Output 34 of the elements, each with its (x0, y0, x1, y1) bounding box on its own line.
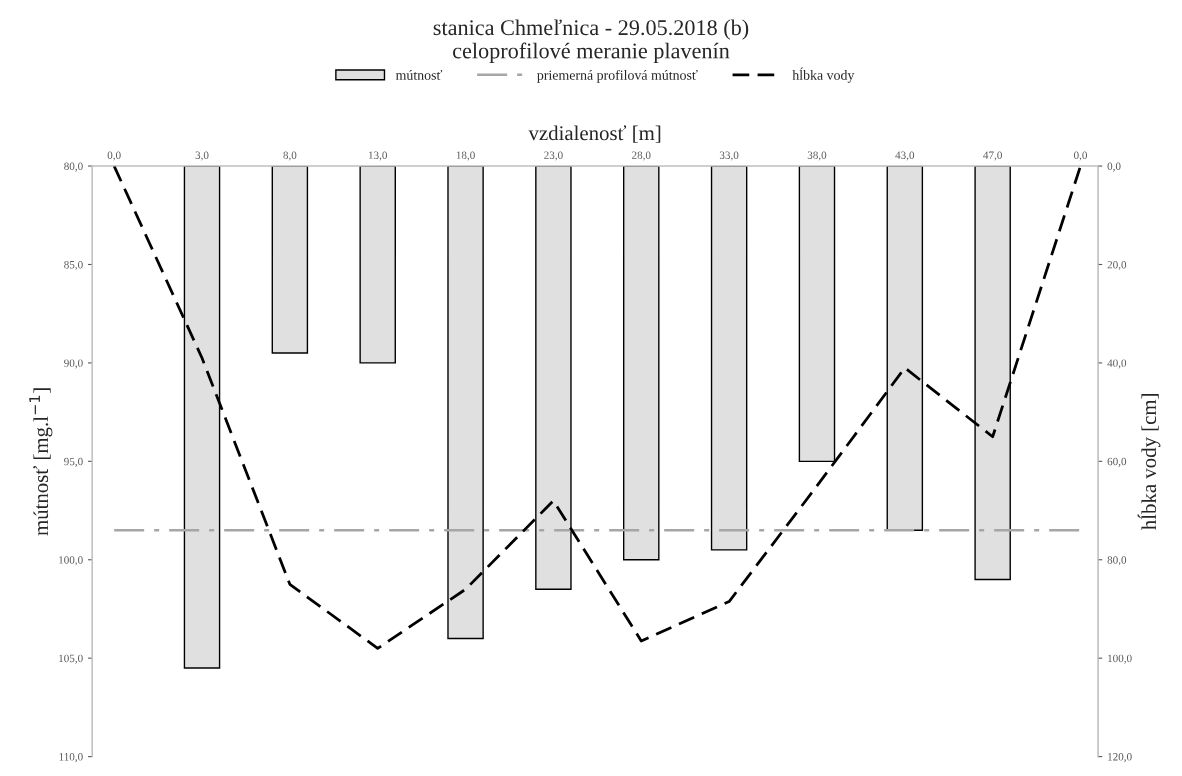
chart-subtitle: celoprofilové meranie plavenín (453, 42, 730, 63)
y2-tick-label: 80,0 (1107, 556, 1127, 566)
y2-tick-label: 100,0 (1108, 654, 1132, 664)
x-tick-label: 8,0 (283, 151, 297, 161)
x-tick-label: 0,0 (1073, 151, 1088, 161)
x-tick-label: 0,0 (107, 151, 121, 161)
x-tick-label: 13,0 (368, 151, 388, 161)
y-tick-label: 90,0 (64, 359, 83, 369)
x-tick-label: 3,0 (195, 151, 209, 161)
y2-tick-label: 40,0 (1107, 359, 1127, 369)
x-tick-label: 33,0 (719, 151, 739, 161)
legend-label: hĺbka vody (792, 67, 855, 83)
y-tick-label: 105,0 (59, 654, 83, 664)
x-tick-label: 43,0 (895, 151, 915, 161)
x-tick-label: 28,0 (632, 151, 651, 161)
y2-tick-label: 20,0 (1107, 260, 1127, 271)
x-tick-label: 18,0 (456, 151, 475, 161)
x-tick-label: 38,0 (807, 151, 827, 161)
legend-label: priemerná profilová mútnosť (537, 69, 698, 83)
y2-tick-label: 60,0 (1107, 457, 1127, 467)
y-tick-label: 85,0 (64, 260, 83, 271)
legend-label: mútnosť (395, 69, 443, 80)
chart-title: stanica Chmeľnica - 29.05.2018 (b) (433, 19, 749, 40)
y-tick-label: 95,0 (64, 457, 83, 467)
y-tick-label: 110,0 (59, 753, 83, 763)
x-tick-label: 47,0 (983, 151, 1002, 161)
y-axis-title: mútnosť [mg.l$^{−1}$] (29, 388, 53, 536)
y2-tick-label: 0,0 (1107, 162, 1121, 172)
y-tick-label: 80,0 (64, 162, 83, 172)
y-tick-label: 100,0 (59, 556, 83, 566)
y2-tick-label: 120,0 (1108, 753, 1132, 763)
y2-axis-title: hĺbka vody [cm] (1137, 394, 1161, 530)
x-tick-label: 23,0 (544, 151, 563, 161)
x-axis-title: vzdialenosť [m] (528, 125, 661, 143)
